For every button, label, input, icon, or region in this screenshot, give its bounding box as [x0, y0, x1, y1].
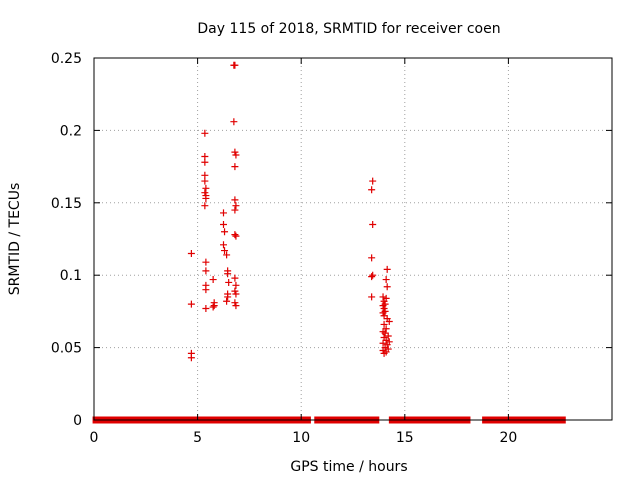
data-point: [231, 196, 239, 204]
data-point: [202, 305, 210, 313]
data-point: [380, 320, 388, 328]
data-point: [231, 61, 239, 69]
data-point: [368, 186, 376, 194]
plot-frame: [93, 57, 613, 421]
data-point: [368, 254, 376, 262]
data-point: [232, 302, 240, 310]
data-point: [201, 129, 209, 137]
data-point: [223, 251, 231, 259]
data-point: [232, 290, 240, 298]
x-tick-label: 15: [396, 430, 414, 446]
x-axis-label: GPS time / hours: [290, 459, 407, 475]
data-point: [384, 332, 392, 340]
data-point: [202, 194, 210, 202]
data-point: [202, 258, 210, 266]
data-point: [379, 339, 387, 347]
y-tick-label: 0.1: [60, 268, 82, 284]
data-point: [231, 231, 239, 239]
data-point: [187, 249, 195, 257]
data-point: [369, 271, 377, 279]
data-point: [368, 273, 376, 281]
y-axis-label: SRMTID / TECUs: [7, 183, 23, 296]
data-point: [221, 247, 229, 255]
data-point: [232, 151, 240, 159]
data-point: [209, 303, 217, 311]
data-point: [224, 293, 232, 301]
data-point: [230, 118, 238, 126]
data-point: [201, 177, 209, 185]
tick-labels: 0 5 10 15 20 0 0.05 0.1 0.15 0.2 0.25: [51, 51, 517, 446]
data-point: [232, 202, 240, 210]
data-point: [187, 300, 195, 308]
data-point: [223, 297, 231, 305]
data-point: [231, 206, 239, 214]
data-point: [382, 276, 390, 284]
data-point: [202, 184, 210, 192]
data-point: [385, 318, 393, 326]
data-point: [220, 221, 227, 229]
chart-title: Day 115 of 2018, SRMTID for receiver coe…: [197, 21, 500, 37]
data-point: [220, 209, 227, 217]
data-point: [368, 293, 376, 301]
data-point: [231, 274, 239, 282]
data-point: [225, 278, 233, 286]
y-tick-label: 0.15: [51, 196, 82, 212]
axis-ticks: [93, 57, 612, 421]
data-point: [210, 302, 218, 310]
data-point: [209, 276, 217, 284]
data-point: [232, 281, 240, 289]
data-point: [220, 241, 227, 249]
x-tick-label: 0: [90, 430, 99, 446]
y-tick-label: 0.25: [51, 51, 82, 67]
data-point: [201, 158, 209, 166]
data-point: [369, 177, 377, 185]
data-point: [383, 283, 391, 291]
y-tick-label: 0.2: [60, 123, 82, 139]
data-point: [232, 232, 240, 240]
grid: [94, 58, 612, 420]
x-tick-label: 10: [292, 430, 310, 446]
data-point: [224, 270, 232, 278]
x-tick-label: 20: [499, 430, 517, 446]
data-point: [379, 293, 387, 301]
data-point: [187, 354, 195, 362]
data-point: [380, 349, 388, 357]
y-tick-label: 0: [73, 413, 82, 429]
data-point: [369, 221, 377, 229]
data-point: [201, 202, 209, 210]
x-tick-label: 5: [193, 430, 202, 446]
data-points: [92, 61, 566, 424]
data-point: [202, 267, 210, 275]
data-point: [231, 163, 239, 171]
data-point: [221, 228, 229, 236]
y-tick-label: 0.05: [51, 341, 82, 357]
data-point: [383, 265, 391, 273]
data-point: [202, 286, 210, 294]
